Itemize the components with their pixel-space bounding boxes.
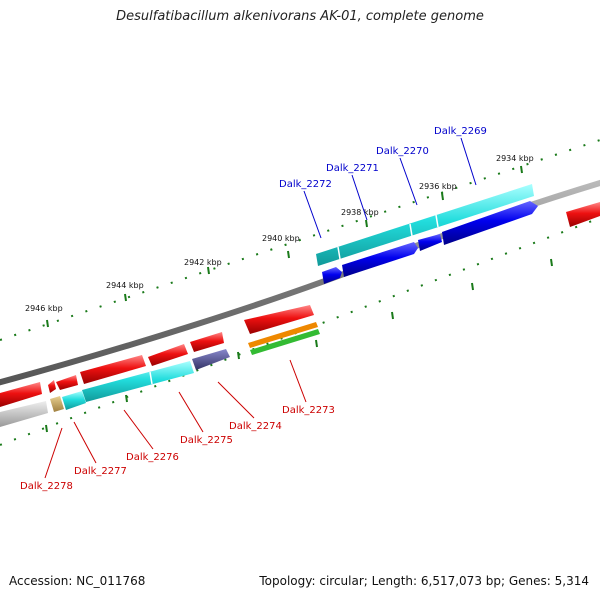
kbp-label: 2946 kbp: [25, 304, 63, 313]
gene-label[interactable]: Dalk_2277: [74, 466, 127, 477]
gene-feature[interactable]: [566, 202, 600, 227]
accession-text: Accession: NC_011768: [9, 574, 146, 588]
gene-feature[interactable]: [244, 305, 314, 334]
map-title: Desulfatibacillum alkenivorans AK-01, co…: [116, 9, 484, 24]
outer-tick-row: [0, 139, 600, 341]
kbp-label: 2936 kbp: [419, 182, 457, 191]
top-gene-labels: Dalk_2269 Dalk_2270 Dalk_2271 Dalk_2272: [279, 126, 487, 239]
gene-feature[interactable]: [82, 361, 194, 402]
kbp-label: 2934 kbp: [496, 154, 534, 163]
gene-feature[interactable]: [442, 201, 538, 245]
gene-label[interactable]: Dalk_2272: [279, 179, 332, 190]
gene-feature[interactable]: [148, 344, 188, 366]
gene-label[interactable]: Dalk_2274: [229, 421, 282, 432]
gene-feature[interactable]: [250, 329, 320, 355]
gene-feature[interactable]: [62, 391, 86, 410]
gene-label[interactable]: Dalk_2276: [126, 452, 179, 463]
inner-tick-row: [0, 217, 600, 446]
gene-label[interactable]: Dalk_2273: [282, 405, 335, 416]
gene-label[interactable]: Dalk_2269: [434, 126, 487, 137]
kbp-scale: 2934 kbp 2936 kbp 2938 kbp 2940 kbp 2942…: [25, 154, 534, 313]
gene-feature[interactable]: [0, 401, 48, 427]
gene-feature[interactable]: [190, 332, 224, 352]
bottom-gene-labels: Dalk_2273 Dalk_2274 Dalk_2275 Dalk_2276 …: [20, 359, 335, 492]
gene-label[interactable]: Dalk_2278: [20, 481, 73, 492]
kbp-label: 2938 kbp: [341, 208, 379, 217]
kbp-label: 2940 kbp: [262, 234, 300, 243]
genome-summary-text: Topology: circular; Length: 6,517,073 bp…: [259, 574, 589, 588]
gene-feature[interactable]: [248, 322, 318, 348]
gene-label[interactable]: Dalk_2271: [326, 163, 379, 174]
gene-feature[interactable]: [192, 349, 230, 370]
gene-feature[interactable]: [342, 242, 418, 277]
gene-feature[interactable]: [316, 184, 534, 266]
gene-feature[interactable]: [48, 380, 56, 393]
gene-label[interactable]: Dalk_2275: [180, 435, 233, 446]
gene-feature[interactable]: [80, 355, 146, 384]
bottom-strand-genes: [0, 305, 320, 427]
gene-label[interactable]: Dalk_2270: [376, 146, 429, 157]
gene-feature[interactable]: [322, 267, 342, 284]
top-strand-genes: [316, 184, 600, 284]
gene-feature[interactable]: [56, 375, 78, 390]
kbp-label: 2944 kbp: [106, 281, 144, 290]
gene-feature[interactable]: [0, 382, 42, 407]
gene-feature[interactable]: [418, 234, 442, 251]
gene-feature[interactable]: [50, 396, 64, 412]
kbp-label: 2942 kbp: [184, 258, 222, 267]
